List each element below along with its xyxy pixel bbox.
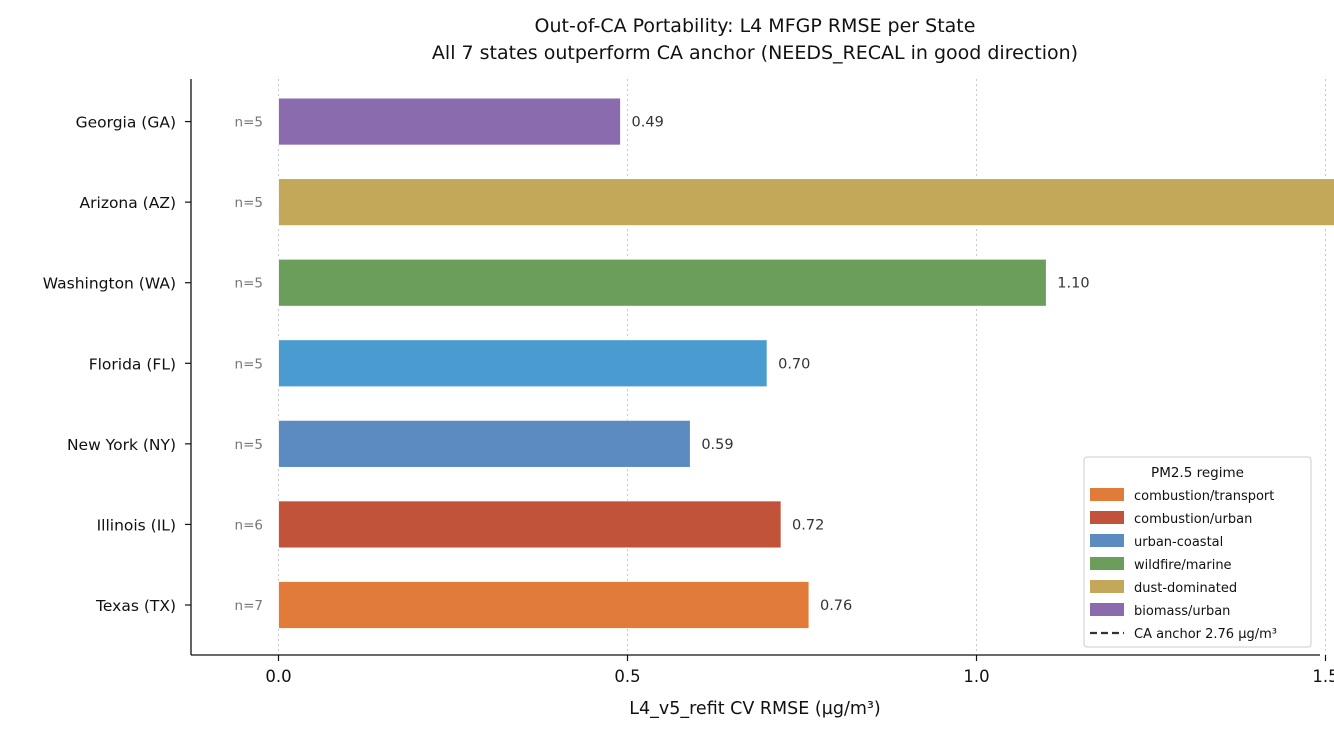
legend-label-4: dust-dominated xyxy=(1134,581,1237,596)
legend-label-5: biomass/urban xyxy=(1134,604,1230,619)
legend-swatch-1 xyxy=(1090,511,1124,524)
legend-swatch-0 xyxy=(1090,488,1124,501)
y-tick-label-1: Illinois (IL) xyxy=(97,516,176,534)
y-tick-label-4: Washington (WA) xyxy=(43,275,176,293)
legend-label-1: combustion/urban xyxy=(1134,512,1252,527)
y-tick-label-2: New York (NY) xyxy=(67,436,176,454)
legend-label-2: urban-coastal xyxy=(1134,535,1223,550)
n-label-1: n=6 xyxy=(235,517,263,533)
bar-0 xyxy=(278,581,810,629)
value-label-6: 0.49 xyxy=(632,115,664,131)
x-ticks: 0.00.51.01.52.02.5 xyxy=(265,655,1334,686)
n-label-3: n=5 xyxy=(235,356,263,372)
x-tick-label-2: 1.0 xyxy=(963,667,989,686)
legend-title: PM2.5 regime xyxy=(1151,465,1244,481)
x-tick-label-0: 0.0 xyxy=(265,667,291,686)
n-label-6: n=5 xyxy=(235,115,263,131)
chart-title: Out-of-CA Portability: L4 MFGP RMSE per … xyxy=(535,15,976,37)
n-label-2: n=5 xyxy=(235,437,263,453)
bar-4 xyxy=(278,258,1047,307)
chart-subtitle: All 7 states outperform CA anchor (NEEDS… xyxy=(432,42,1078,64)
bar-1 xyxy=(278,500,782,549)
n-label-5: n=5 xyxy=(235,195,263,211)
legend-frame xyxy=(1083,456,1312,648)
legend-label-0: combustion/transport xyxy=(1134,489,1274,504)
value-label-0: 0.76 xyxy=(820,598,852,614)
legend-label-3: wildfire/marine xyxy=(1134,558,1232,573)
value-label-3: 0.70 xyxy=(778,356,810,372)
x-axis-label: L4_v5_refit CV RMSE (µg/m³) xyxy=(629,699,881,719)
value-label-1: 0.72 xyxy=(792,517,824,533)
bar-2 xyxy=(278,419,691,468)
legend-swatch-3 xyxy=(1090,557,1124,570)
n-label-0: n=7 xyxy=(235,598,263,614)
legend-swatch-4 xyxy=(1090,580,1124,593)
bar-6 xyxy=(278,97,621,146)
legend-label-ca-anchor: CA anchor 2.76 µg/m³ xyxy=(1134,627,1277,642)
value-label-4: 1.10 xyxy=(1057,276,1089,292)
legend-swatch-5 xyxy=(1090,603,1124,616)
legend: PM2.5 regime combustion/transport combusti… xyxy=(1083,456,1312,648)
y-ticks: Texas (TX) Illinois (IL) New York (NY) Flor… xyxy=(43,114,191,615)
n-label-4: n=5 xyxy=(235,276,263,292)
legend-swatch-2 xyxy=(1090,534,1124,547)
bar-group: 0.76n=70.72n=60.59n=50.70n=51.10n=51.52n… xyxy=(235,97,1334,629)
y-tick-label-0: Texas (TX) xyxy=(95,597,176,615)
x-tick-label-3: 1.5 xyxy=(1312,667,1334,686)
x-grid xyxy=(278,79,1326,655)
bar-5 xyxy=(278,178,1334,227)
bar-3 xyxy=(278,339,768,388)
y-tick-label-6: Georgia (GA) xyxy=(76,114,176,132)
y-tick-label-5: Arizona (AZ) xyxy=(80,194,176,212)
value-label-2: 0.59 xyxy=(701,437,733,453)
y-tick-label-3: Florida (FL) xyxy=(89,355,176,373)
x-tick-label-1: 0.5 xyxy=(614,667,640,686)
